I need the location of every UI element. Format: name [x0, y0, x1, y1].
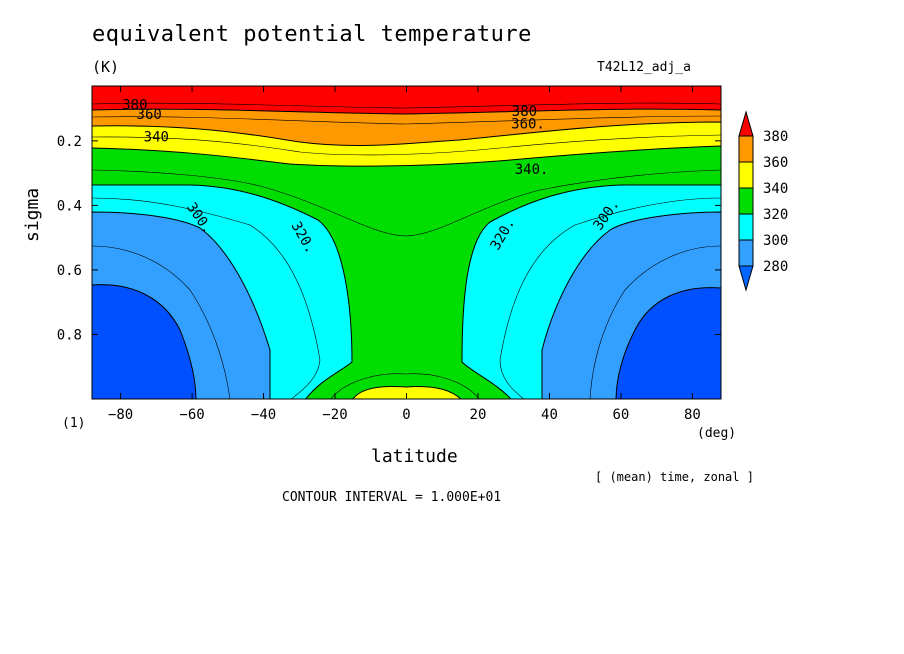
- x-tick-label: 0: [402, 407, 410, 423]
- y-tick-label: 0.8: [57, 327, 82, 343]
- contour-label: 360.: [511, 117, 545, 133]
- contour-label: 340.: [515, 162, 549, 178]
- x-tick-label: 40: [541, 407, 558, 423]
- colorbar-top-arrow: [738, 110, 754, 137]
- thin-contours: [92, 102, 721, 399]
- colorbar-segment: [738, 161, 754, 189]
- x-tick-label: 80: [684, 407, 701, 423]
- chart-title: equivalent potential temperature: [92, 22, 532, 47]
- colorbar-segment: [738, 239, 754, 267]
- colorbar-label: 300: [763, 233, 788, 249]
- band-below-280-left: [92, 284, 197, 399]
- colorbar-label: 380: [763, 129, 788, 145]
- contour-label: 380: [512, 104, 537, 120]
- contour-interval: CONTOUR INTERVAL = 1.000E+01: [282, 490, 502, 505]
- band-below-280-right: [615, 287, 721, 399]
- colorbar: 380 360 340 320 300 280: [738, 110, 788, 292]
- y-axis-ticks: 0.2 0.4 0.6 0.8: [57, 134, 721, 343]
- y-tick-label: 0.4: [57, 198, 82, 214]
- averaging-note: [ (mean) time, zonal ]: [595, 470, 754, 484]
- colorbar-segment: [738, 187, 754, 215]
- colorbar-label: 280: [763, 259, 788, 275]
- contour-label: 340: [144, 130, 169, 146]
- contour-label: 380: [122, 97, 147, 113]
- colorbar-segment: [738, 213, 754, 241]
- x-axis-unit: (deg): [697, 426, 737, 441]
- band-340-360-surface: [352, 385, 462, 399]
- x-tick-label: −40: [251, 407, 276, 423]
- colorbar-segment: [738, 135, 754, 163]
- x-tick-label: 60: [613, 407, 630, 423]
- y-axis-extra: (1): [62, 416, 86, 431]
- run-name: T42L12_adj_a: [597, 60, 691, 75]
- y-tick-label: 0.6: [57, 263, 82, 279]
- colorbar-label: 320: [763, 207, 788, 223]
- x-tick-label: −20: [322, 407, 347, 423]
- x-tick-label: 20: [470, 407, 487, 423]
- y-tick-label: 0.2: [57, 134, 82, 150]
- x-tick-label: −80: [108, 407, 133, 423]
- chart-units: (K): [92, 58, 120, 76]
- colorbar-label: 360: [763, 155, 788, 171]
- contour-label: 360: [137, 107, 162, 123]
- x-axis-ticks: −80 −60 −40 −20 0 20 40 60 80: [108, 86, 701, 423]
- colorbar-bottom-arrow: [738, 265, 754, 292]
- x-axis-label: latitude: [371, 446, 458, 467]
- colorbar-label: 340: [763, 181, 788, 197]
- filled-contours: [92, 86, 721, 399]
- x-tick-label: −60: [179, 407, 204, 423]
